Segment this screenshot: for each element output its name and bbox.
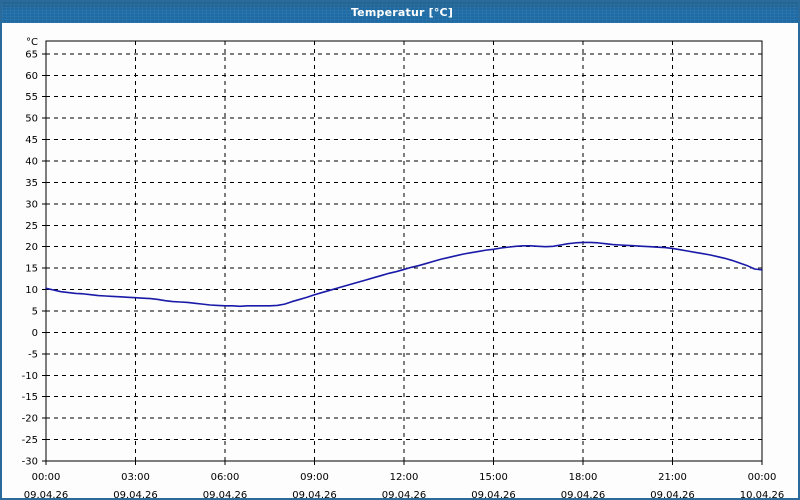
x-axis-date-label: 09.04.26	[292, 490, 337, 498]
x-axis-tick-label: 15:00	[479, 472, 508, 483]
x-axis-tick-label: 06:00	[211, 472, 240, 483]
y-axis-tick-label: 20	[25, 242, 38, 253]
window-titlebar: Temperatur [°C]	[2, 2, 798, 23]
y-axis-tick-label: -25	[22, 435, 38, 446]
x-axis-date-label: 09.04.26	[24, 490, 69, 498]
y-axis-tick-label: 5	[32, 307, 38, 318]
y-axis-title: °C	[26, 37, 38, 48]
y-axis-tick-label: -10	[22, 371, 38, 382]
y-axis-tick-label: -20	[22, 414, 38, 425]
x-axis-date-labels: 09.04.26 09.04.26 09.04.26 09.04.26 09.04.26…	[24, 490, 785, 498]
window-title: Temperatur [°C]	[350, 6, 454, 19]
y-axis-tick-label: 25	[25, 221, 38, 232]
x-axis-tick-label: 09:00	[300, 472, 329, 483]
chart-background	[2, 23, 798, 498]
x-axis-tick-label: 00:00	[748, 472, 777, 483]
y-axis-tick-label: 55	[25, 92, 38, 103]
y-axis-tick-label: 30	[25, 199, 38, 210]
y-axis-tick-label: 10	[25, 285, 38, 296]
y-axis-tick-label: -30	[22, 457, 38, 468]
y-axis-tick-label: 15	[25, 264, 38, 275]
x-axis-date-label: 09.04.26	[382, 490, 427, 498]
y-axis-tick-label: 0	[32, 328, 38, 339]
x-axis-tick-label: 21:00	[658, 472, 687, 483]
x-axis-date-label: 09.04.26	[203, 490, 248, 498]
y-axis-tick-label: 60	[25, 71, 38, 82]
y-axis-tick-label: -15	[22, 392, 38, 403]
chart-plot-area: 65 60 55 50 45 40 35 30 25 20 15 10 5 0 -5 -10 -15 -20 -25…	[2, 23, 798, 498]
x-axis-date-label: 10.04.26	[740, 490, 785, 498]
x-axis-tick-labels: 00:00 03:00 06:00 09:00 12:00 15:00 18:00 21:00…	[32, 472, 777, 483]
x-axis-tick-label: 12:00	[390, 472, 419, 483]
y-axis-tick-label: 45	[25, 135, 38, 146]
y-axis-tick-labels: 65605550454035302520151050-5-10-15-20-25…	[22, 49, 38, 467]
x-axis-date-label: 09.04.26	[471, 490, 516, 498]
x-axis-tick-label: 03:00	[121, 472, 150, 483]
plot-border	[45, 40, 763, 462]
temperature-line-chart: 65605550454035302520151050-5-10-15-20-25…	[2, 23, 798, 498]
y-axis-tick-label: -5	[28, 349, 38, 360]
x-axis-date-label: 09.04.26	[650, 490, 695, 498]
x-axis-tick-label: 00:00	[32, 472, 61, 483]
x-axis-tick-label: 18:00	[569, 472, 598, 483]
y-axis-tick-label: 40	[25, 157, 38, 168]
grid-lines	[46, 41, 762, 461]
axis-frame	[42, 40, 763, 465]
temperature-series-line	[45, 241, 763, 308]
x-axis-date-label: 09.04.26	[113, 490, 158, 498]
x-axis-date-label: 09.04.26	[561, 490, 606, 498]
y-axis-tick-label: 65	[25, 49, 38, 60]
y-axis-tick-label: 35	[25, 178, 38, 189]
data-series-group	[45, 241, 763, 308]
y-axis-tick-label: 50	[25, 114, 38, 125]
